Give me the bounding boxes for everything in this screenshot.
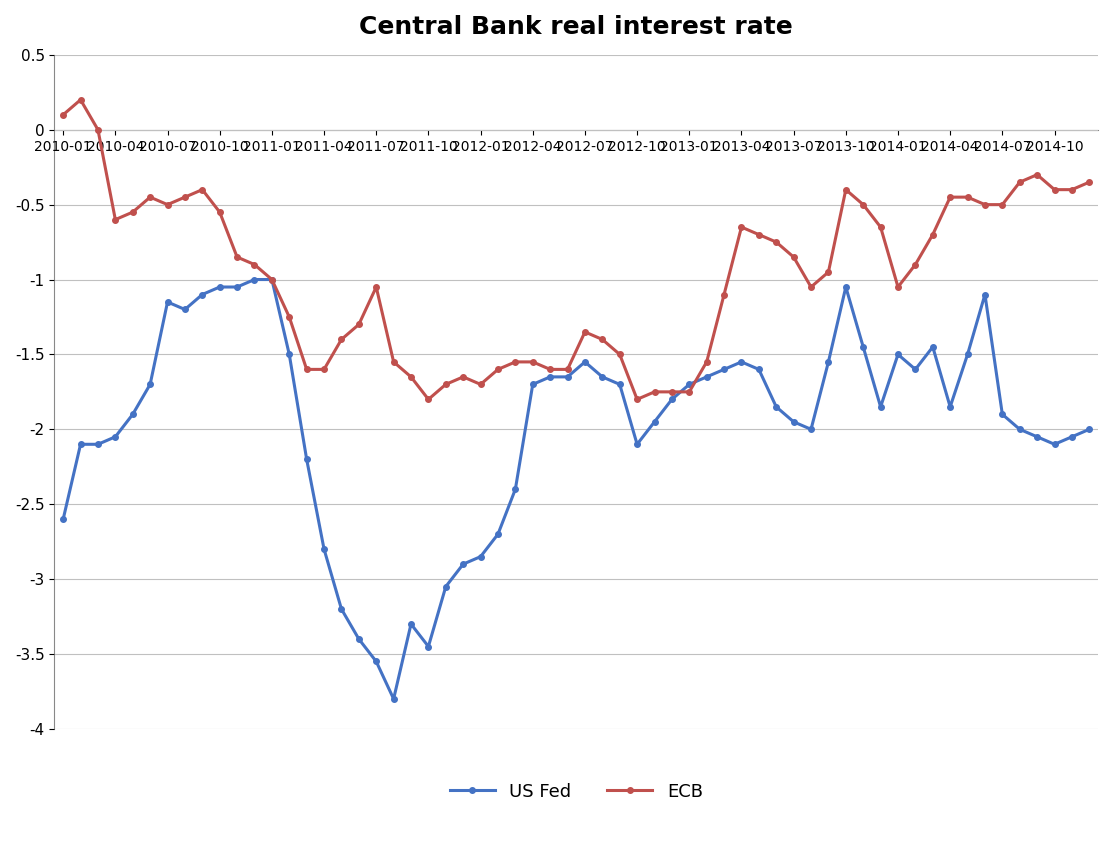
US Fed [440, 582, 453, 592]
US Fed [1083, 424, 1096, 434]
ECB [422, 394, 435, 405]
ECB [57, 109, 70, 120]
US Fed [370, 656, 383, 667]
Line: US Fed: US Fed [60, 277, 1092, 701]
ECB [370, 282, 383, 292]
ECB [248, 259, 262, 270]
US Fed [57, 514, 70, 525]
US Fed [422, 642, 435, 652]
Title: Central Bank real interest rate: Central Bank real interest rate [359, 15, 794, 39]
ECB [73, 95, 87, 105]
ECB [335, 335, 348, 345]
ECB [1083, 177, 1096, 187]
ECB [404, 372, 417, 382]
US Fed [735, 356, 748, 367]
ECB [735, 222, 748, 232]
ECB [440, 379, 453, 389]
US Fed [230, 282, 244, 292]
Legend: US Fed, ECB: US Fed, ECB [450, 783, 703, 801]
Line: ECB: ECB [60, 97, 1092, 402]
US Fed [335, 603, 348, 614]
US Fed [387, 694, 401, 704]
US Fed [248, 274, 262, 284]
